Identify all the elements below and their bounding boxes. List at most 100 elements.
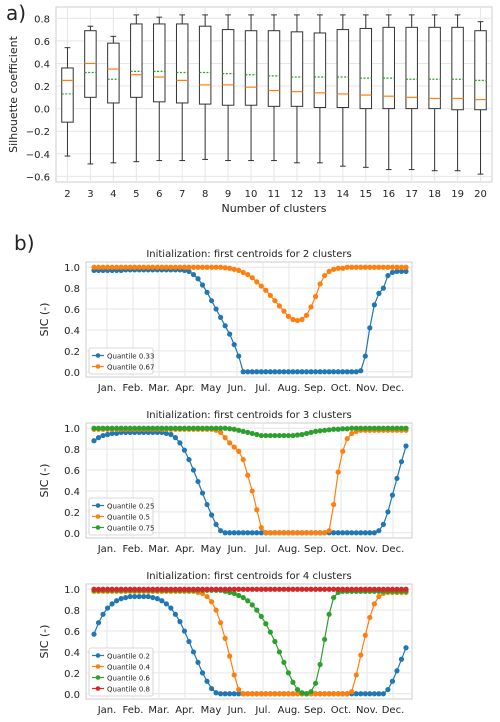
- data-point: [317, 691, 323, 697]
- data-point: [168, 425, 174, 431]
- data-point: [150, 264, 156, 270]
- data-point: [263, 621, 269, 627]
- data-point: [326, 528, 332, 534]
- legend-swatch-marker: [95, 675, 101, 680]
- data-point: [371, 530, 377, 536]
- x-tick-label: Apr.: [175, 544, 195, 555]
- y-tick-label: −0.2: [26, 127, 50, 138]
- data-point: [95, 586, 102, 592]
- box: [336, 29, 350, 108]
- data-point: [258, 691, 264, 697]
- legend-swatch-marker: [95, 353, 101, 358]
- y-tick-label: 0.2: [64, 669, 80, 680]
- data-point: [181, 447, 188, 453]
- data-point: [159, 586, 165, 592]
- sic-chart-4-clusters: Initialization: first centroids for 4 cl…: [38, 571, 413, 716]
- data-point: [267, 586, 273, 592]
- data-point: [394, 264, 400, 270]
- data-point: [218, 425, 224, 431]
- data-point: [109, 586, 115, 592]
- panel-label-a: a): [6, 1, 26, 25]
- x-tick-label: 2: [64, 189, 70, 200]
- box: [107, 42, 120, 104]
- box: [405, 26, 418, 110]
- data-point: [227, 691, 233, 697]
- data-point: [331, 530, 337, 536]
- box: [244, 30, 258, 106]
- data-point: [267, 432, 273, 439]
- data-point: [276, 586, 282, 592]
- data-point: [254, 507, 260, 513]
- data-point: [236, 586, 242, 592]
- data-point: [213, 306, 219, 312]
- data-point: [294, 317, 301, 324]
- data-point: [222, 635, 228, 641]
- data-point: [394, 475, 400, 482]
- data-point: [231, 586, 237, 592]
- data-point: [394, 668, 400, 674]
- data-point: [145, 425, 151, 431]
- data-point: [349, 425, 355, 431]
- data-point: [91, 631, 97, 637]
- data-point: [272, 691, 278, 697]
- data-point: [353, 691, 359, 697]
- data-point: [204, 678, 210, 684]
- data-point: [186, 586, 192, 592]
- x-tick-label: Nov.: [356, 705, 378, 716]
- legend-label: Quantile 0.6: [107, 675, 151, 683]
- data-point: [285, 369, 292, 375]
- data-point: [150, 586, 156, 592]
- data-point: [168, 264, 174, 270]
- data-point: [335, 265, 341, 271]
- legend-swatch-marker: [95, 364, 101, 369]
- data-point: [344, 436, 350, 442]
- data-point: [276, 432, 282, 439]
- data-point: [199, 490, 206, 496]
- data-point: [258, 613, 264, 620]
- data-point: [249, 275, 255, 281]
- legend-swatch-marker: [95, 653, 101, 658]
- data-point: [127, 586, 133, 592]
- data-point: [236, 592, 242, 599]
- x-tick-label: Dec.: [382, 383, 405, 394]
- data-point: [218, 264, 224, 270]
- data-point: [380, 521, 386, 528]
- data-point: [123, 264, 129, 270]
- data-point: [195, 659, 201, 666]
- x-tick-label: 11: [268, 189, 281, 200]
- data-point: [227, 653, 233, 659]
- data-point: [317, 428, 323, 434]
- x-tick-label: Feb.: [123, 544, 144, 555]
- data-point: [376, 593, 382, 600]
- data-point: [317, 281, 323, 287]
- data-point: [308, 689, 314, 695]
- data-point: [222, 586, 228, 592]
- data-point: [272, 369, 278, 375]
- y-tick-label: 0.8: [64, 284, 80, 295]
- data-point: [227, 331, 233, 337]
- data-point: [136, 593, 142, 600]
- data-point: [290, 679, 296, 685]
- data-point: [312, 293, 319, 300]
- data-point: [150, 594, 156, 601]
- data-point: [163, 264, 169, 270]
- data-point: [308, 369, 314, 375]
- legend-label: Quantile 0.8: [107, 686, 150, 694]
- data-point: [367, 530, 373, 536]
- data-point: [308, 304, 314, 310]
- data-point: [294, 686, 301, 693]
- data-point: [181, 586, 188, 592]
- data-point: [240, 691, 246, 697]
- data-point: [331, 426, 337, 432]
- data-point: [389, 678, 396, 684]
- data-point: [208, 512, 215, 518]
- data-point: [380, 691, 386, 697]
- data-point: [326, 427, 332, 433]
- x-tick-label: Mar.: [148, 383, 169, 394]
- y-tick-label: −0.4: [26, 150, 50, 161]
- data-point: [240, 369, 246, 375]
- x-tick-label: Apr.: [175, 383, 195, 394]
- data-point: [204, 586, 210, 592]
- data-point: [245, 271, 251, 278]
- data-point: [118, 586, 124, 592]
